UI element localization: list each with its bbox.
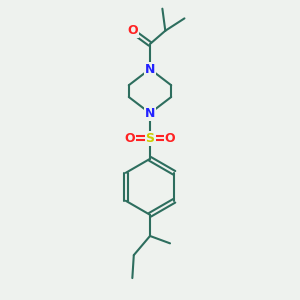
- Text: N: N: [145, 107, 155, 120]
- Text: S: S: [146, 132, 154, 145]
- Text: O: O: [125, 132, 135, 145]
- Text: O: O: [165, 132, 175, 145]
- Text: N: N: [145, 62, 155, 76]
- Text: O: O: [127, 24, 138, 37]
